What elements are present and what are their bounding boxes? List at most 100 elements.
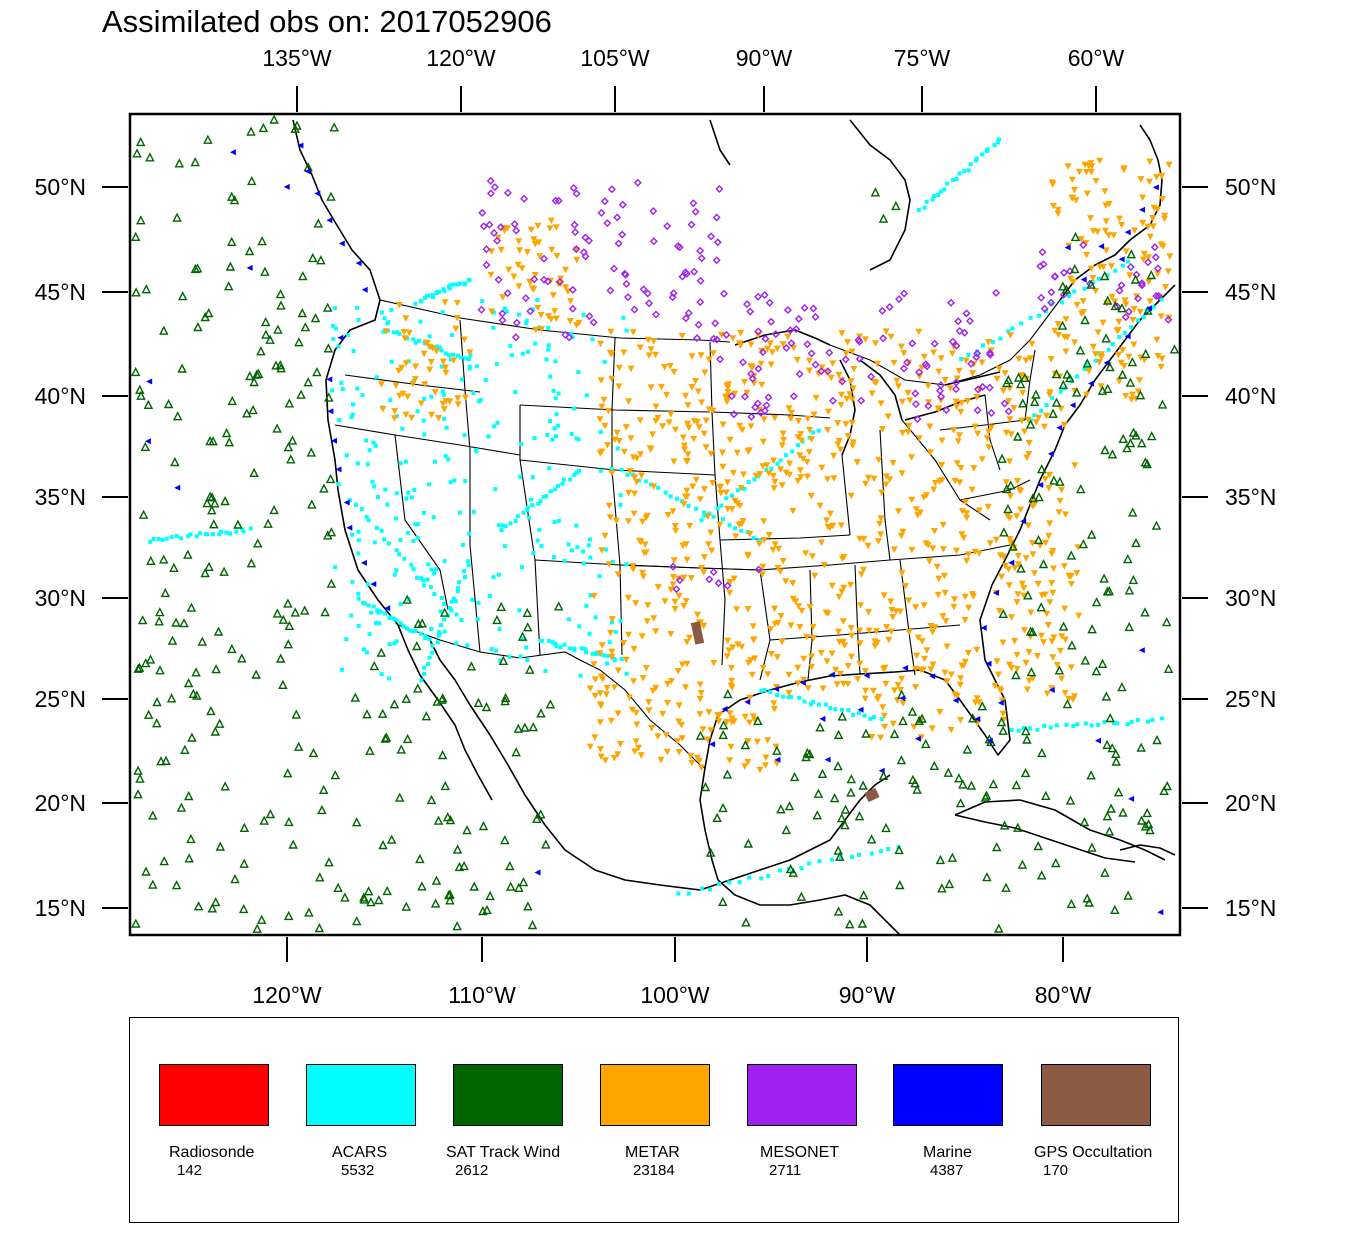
metar-marker: [805, 449, 813, 456]
metar-marker: [1119, 347, 1127, 354]
metar-marker: [894, 681, 902, 689]
acars-marker: [1159, 716, 1164, 721]
acars-marker: [553, 487, 558, 492]
sat-track-wind-marker: [152, 696, 162, 707]
metar-marker: [627, 435, 635, 442]
sat-track-wind-marker: [781, 824, 792, 835]
metar-marker: [1069, 278, 1077, 286]
metar-marker: [697, 352, 705, 359]
metar-marker: [598, 547, 606, 554]
sat-track-wind-marker: [257, 236, 267, 246]
acars-marker: [503, 544, 507, 549]
sat-track-wind-marker: [252, 923, 262, 933]
sat-track-wind-marker: [431, 875, 442, 885]
metar-marker: [892, 608, 900, 615]
sat-track-wind-marker: [835, 851, 845, 861]
sat-track-wind-marker: [857, 918, 868, 928]
sat-track-wind-marker: [1087, 624, 1097, 634]
acars-marker: [442, 629, 447, 634]
metar-marker: [597, 701, 604, 708]
sat-track-wind-marker: [401, 901, 412, 911]
sat-track-wind-marker: [1003, 503, 1013, 514]
metar-marker: [888, 606, 896, 614]
acars-marker: [374, 621, 378, 625]
sat-track-wind-marker: [155, 607, 165, 617]
mesonet-marker: [1144, 258, 1152, 267]
acars-marker: [868, 716, 873, 721]
mesonet-marker: [974, 385, 982, 394]
marine-marker: [952, 697, 959, 704]
metar-marker: [1116, 215, 1123, 223]
acars-marker: [1129, 720, 1134, 724]
acars-marker: [457, 510, 462, 515]
metar-marker: [552, 224, 560, 231]
metar-marker: [765, 470, 773, 477]
acars-marker: [405, 530, 410, 535]
acars-marker: [1075, 722, 1080, 727]
metar-marker: [693, 418, 701, 426]
acars-marker: [385, 321, 390, 326]
acars-marker: [398, 538, 403, 543]
acars-marker: [450, 333, 454, 337]
acars-marker: [421, 578, 426, 583]
mesonet-marker: [947, 298, 955, 307]
metar-marker: [716, 711, 723, 719]
sat-track-wind-marker: [496, 601, 507, 611]
metar-marker: [391, 408, 399, 415]
acars-marker: [598, 468, 603, 473]
mesonet-marker: [913, 415, 922, 424]
acars-marker: [1072, 289, 1077, 294]
acars-marker: [453, 599, 458, 604]
metar-marker: [645, 352, 653, 359]
metar-marker: [912, 604, 920, 611]
metar-marker: [645, 707, 653, 714]
acars-marker: [1135, 318, 1140, 323]
acars-marker: [350, 579, 355, 584]
metar-marker: [978, 456, 986, 463]
metar-marker: [727, 743, 735, 751]
metar-marker: [758, 381, 766, 389]
sat-track-wind-marker: [813, 788, 824, 798]
metar-marker: [928, 725, 936, 732]
metar-marker: [1074, 544, 1082, 551]
acars-marker: [1089, 723, 1094, 728]
sat-track-wind-marker: [492, 614, 502, 625]
sat-track-wind-marker: [1036, 602, 1046, 612]
mesonet-marker: [689, 199, 698, 208]
metar-marker: [1006, 536, 1014, 543]
mesonet-marker: [952, 385, 960, 394]
metar-marker: [688, 759, 696, 767]
sat-track-wind-marker: [1058, 621, 1069, 631]
marine-marker: [337, 334, 344, 341]
sat-track-wind-marker: [1111, 756, 1121, 766]
metar-marker: [962, 357, 970, 365]
acars-marker: [1126, 259, 1131, 264]
metar-marker: [1110, 232, 1118, 239]
metar-marker: [937, 397, 945, 404]
metar-marker: [452, 325, 460, 333]
metar-marker: [924, 382, 932, 390]
acars-marker: [404, 496, 409, 501]
acars-marker: [427, 637, 432, 642]
metar-marker: [1060, 563, 1068, 570]
metar-marker: [871, 638, 879, 645]
sat-track-wind-marker: [1082, 358, 1093, 368]
sat-track-wind-marker: [265, 808, 276, 819]
metar-marker: [1158, 355, 1166, 363]
metar-marker: [1081, 161, 1089, 169]
sat-track-wind-marker: [837, 711, 848, 721]
acars-marker: [1064, 722, 1069, 727]
metar-marker: [657, 756, 665, 764]
metar-marker: [938, 437, 946, 444]
sat-track-wind-marker: [1101, 691, 1112, 701]
acars-marker: [520, 565, 524, 570]
acars-marker: [502, 306, 507, 311]
sat-track-wind-marker: [205, 491, 215, 501]
sat-track-wind-marker: [896, 755, 907, 765]
metar-marker: [1136, 377, 1144, 384]
metar-marker: [699, 726, 707, 733]
metar-marker: [629, 563, 637, 570]
sat-track-wind-marker: [430, 898, 441, 908]
mesonet-marker: [895, 295, 903, 304]
sat-track-wind-marker: [177, 363, 187, 373]
